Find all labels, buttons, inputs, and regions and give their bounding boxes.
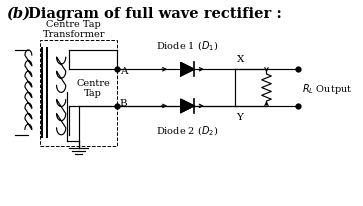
Text: A: A <box>120 66 127 75</box>
Text: Diagram of full wave rectifier :: Diagram of full wave rectifier : <box>23 7 281 21</box>
Text: Y: Y <box>237 112 244 121</box>
Text: Centre Tap
Transformer: Centre Tap Transformer <box>42 20 105 39</box>
Polygon shape <box>181 100 194 113</box>
Text: (b): (b) <box>6 7 30 21</box>
Text: B: B <box>120 98 127 107</box>
Polygon shape <box>181 63 194 77</box>
Text: Diode 2 ($D_2$): Diode 2 ($D_2$) <box>156 124 219 137</box>
Bar <box>40 41 117 147</box>
Text: Centre
Tap: Centre Tap <box>76 78 110 98</box>
Text: X: X <box>237 55 244 64</box>
Text: Diode 1 ($D_1$): Diode 1 ($D_1$) <box>156 39 219 53</box>
Text: $R_L$ Output: $R_L$ Output <box>302 81 352 95</box>
